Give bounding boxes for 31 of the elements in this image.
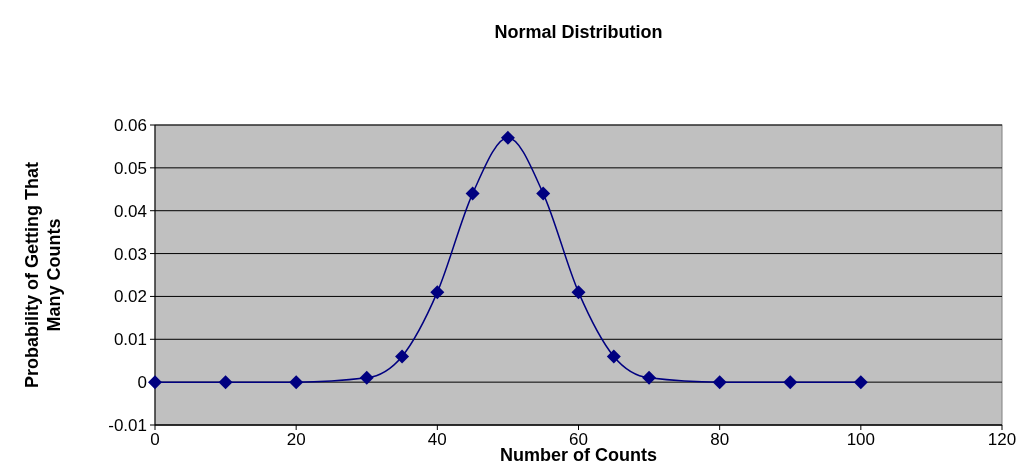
x-tick-label: 40 [427,430,447,449]
point [430,285,445,300]
y-tick-label: 0.03 [113,244,147,264]
chart-title: Normal Distribution [494,22,663,42]
y-tick-label: 0.04 [113,201,147,221]
point [853,375,868,390]
point [465,186,480,201]
point [500,130,515,145]
point [536,186,551,201]
point [642,370,657,385]
x-tick-label: 80 [710,430,730,449]
x-tick-label: 100 [846,430,876,449]
x-tick-label: 120 [987,430,1017,449]
y-tick-label: 0.02 [113,287,147,307]
point [571,285,586,300]
y-tick-label: 0.06 [113,115,147,135]
x-tick-label: 20 [286,430,306,449]
y-axis-title: Probability of Getting That Many Counts [22,162,64,388]
point [218,375,233,390]
point [712,375,727,390]
point [148,375,162,390]
point [783,375,798,390]
x-tick-label: 0 [150,430,160,449]
y-tick-label: -0.01 [108,415,147,435]
y-tick-label: 0 [137,373,147,393]
point [359,370,374,385]
point [289,375,304,390]
point [606,349,621,364]
point [395,349,410,364]
y-tick-label: 0.01 [113,330,147,350]
y-tick-label: 0.05 [113,158,147,178]
